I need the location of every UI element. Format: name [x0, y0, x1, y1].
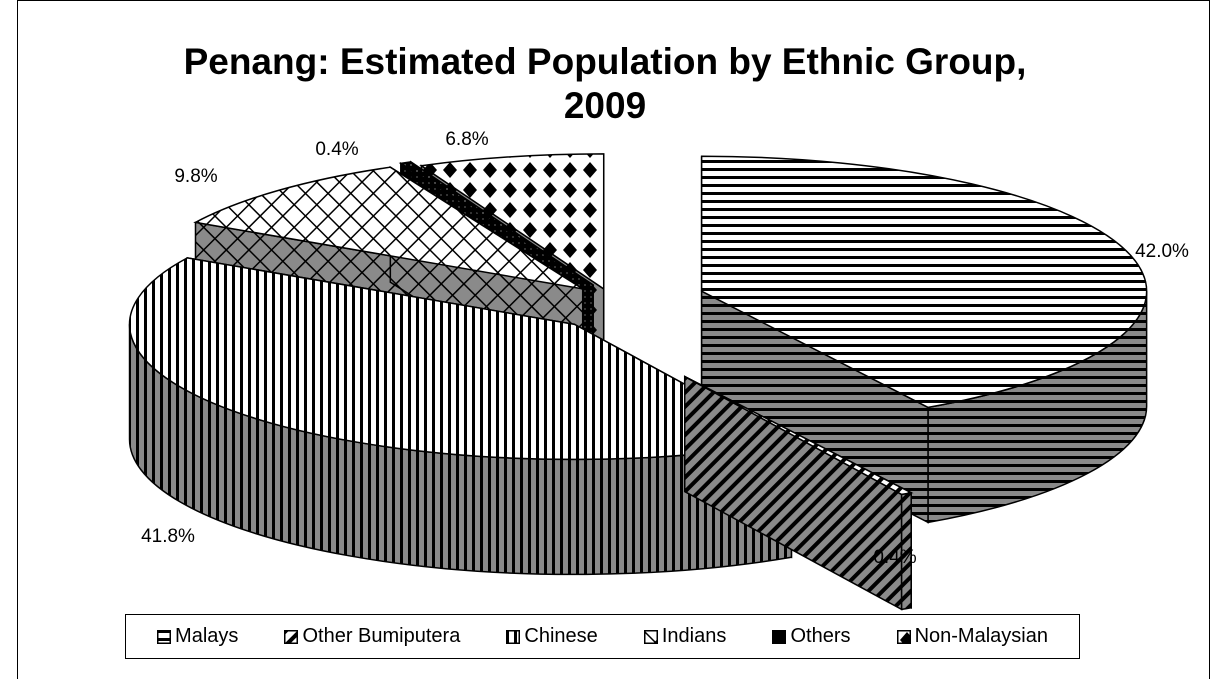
legend-label: Other Bumiputera [302, 625, 461, 647]
legend-label: Malays [175, 625, 239, 647]
pie-label-other-bumiputera: 0.4% [873, 547, 916, 568]
chart-title-line-1: Penang: Estimated Population by Ethnic G… [183, 41, 1027, 82]
chart-title-line-2: 2009 [563, 85, 647, 126]
legend-item-others: Others [772, 625, 850, 648]
legend-swatch [157, 629, 172, 644]
pie-label-indians: 9.8% [174, 166, 217, 187]
pie-label-chinese: 41.8% [141, 526, 195, 547]
legend-label: Indians [661, 625, 727, 647]
legend-item-indians: Indians [643, 625, 727, 648]
legend-item-chinese: Chinese [506, 625, 598, 648]
legend-item-malays: Malays [157, 625, 238, 648]
legend-swatch [643, 629, 658, 644]
legend-label: Non-Malaysian [914, 625, 1048, 647]
pie-label-others: 0.4% [315, 139, 358, 160]
pie-slice-other-bumiputera [683, 375, 914, 611]
legend-swatch [896, 629, 911, 644]
pie-label-malays: 42.0% [1135, 241, 1189, 262]
legend-swatch [506, 629, 521, 644]
legend-label: Chinese [524, 625, 598, 647]
pie-slice-malays [700, 155, 1148, 524]
chart-frame-left [17, 0, 18, 679]
legend-item-non-malaysian: Non-Malaysian [896, 625, 1048, 648]
pie-slice-chinese [128, 256, 794, 576]
legend-swatch [772, 629, 787, 644]
legend-swatch [284, 629, 299, 644]
pie-label-non-malaysian: 6.8% [445, 129, 488, 150]
chart-legend: Malays Other Bumiputera Chinese Indians Othe… [125, 614, 1080, 659]
chart-frame-top [17, 0, 1210, 1]
legend-label: Others [790, 625, 851, 647]
legend-item-other-bumiputera: Other Bumiputera [284, 625, 460, 648]
